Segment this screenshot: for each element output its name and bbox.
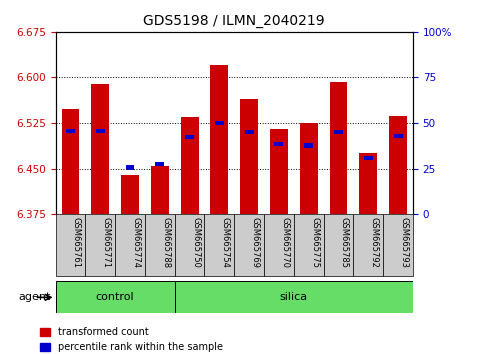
Text: silica: silica bbox=[280, 292, 308, 302]
Bar bbox=[91, 84, 109, 214]
Bar bbox=[211, 65, 228, 214]
Bar bbox=[156, 162, 164, 166]
Text: GSM665775: GSM665775 bbox=[310, 217, 319, 268]
Bar bbox=[389, 116, 407, 214]
Text: GSM665771: GSM665771 bbox=[102, 217, 111, 268]
Bar bbox=[115, 214, 145, 276]
Bar bbox=[66, 129, 75, 133]
Text: GSM665785: GSM665785 bbox=[340, 217, 349, 268]
Bar bbox=[185, 135, 194, 139]
Bar bbox=[121, 175, 139, 214]
Text: agent: agent bbox=[18, 292, 51, 302]
Bar bbox=[274, 142, 284, 147]
Bar bbox=[329, 82, 347, 214]
Text: control: control bbox=[96, 292, 134, 302]
Bar bbox=[56, 281, 175, 313]
Bar bbox=[234, 214, 264, 276]
Bar bbox=[181, 117, 199, 214]
Bar bbox=[126, 165, 134, 170]
Text: GSM665792: GSM665792 bbox=[370, 217, 379, 268]
Bar bbox=[270, 129, 288, 214]
Bar bbox=[175, 214, 204, 276]
Bar bbox=[215, 121, 224, 125]
Text: GSM665793: GSM665793 bbox=[399, 217, 409, 268]
Bar bbox=[61, 109, 79, 214]
Bar bbox=[334, 130, 343, 134]
Text: GSM665750: GSM665750 bbox=[191, 217, 200, 268]
Text: GSM665788: GSM665788 bbox=[161, 217, 170, 268]
Bar bbox=[264, 214, 294, 276]
Text: GSM665774: GSM665774 bbox=[131, 217, 141, 268]
Bar bbox=[204, 214, 234, 276]
Text: GSM665770: GSM665770 bbox=[281, 217, 289, 268]
Title: GDS5198 / ILMN_2040219: GDS5198 / ILMN_2040219 bbox=[143, 14, 325, 28]
Bar bbox=[85, 214, 115, 276]
Bar bbox=[56, 214, 85, 276]
Bar bbox=[245, 130, 254, 134]
Bar bbox=[324, 214, 354, 276]
Bar bbox=[394, 134, 402, 138]
Bar bbox=[300, 123, 318, 214]
Bar bbox=[294, 214, 324, 276]
Bar bbox=[96, 129, 105, 133]
Text: GSM665769: GSM665769 bbox=[251, 217, 260, 268]
Bar bbox=[145, 214, 175, 276]
Bar bbox=[304, 143, 313, 148]
Bar bbox=[151, 166, 169, 214]
Bar bbox=[359, 153, 377, 214]
Bar bbox=[383, 214, 413, 276]
Text: GSM665754: GSM665754 bbox=[221, 217, 230, 268]
Bar bbox=[175, 281, 413, 313]
Legend: transformed count, percentile rank within the sample: transformed count, percentile rank withi… bbox=[36, 324, 227, 354]
Text: GSM665761: GSM665761 bbox=[72, 217, 81, 268]
Bar bbox=[354, 214, 383, 276]
Bar bbox=[240, 99, 258, 214]
Bar bbox=[364, 155, 373, 160]
